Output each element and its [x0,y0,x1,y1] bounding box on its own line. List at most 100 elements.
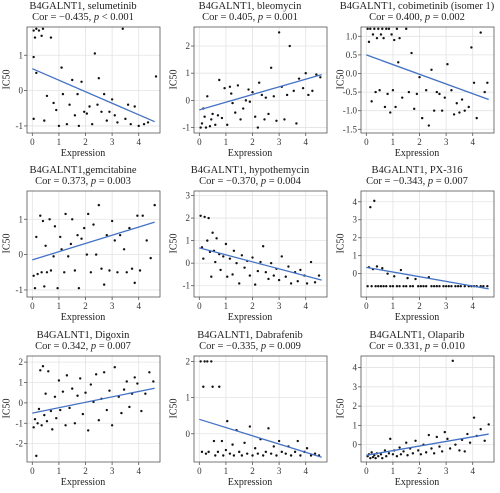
x-axis-label: Expression [60,148,106,159]
data-point [370,451,373,454]
x-tick-label: 1 [224,466,229,476]
plot-background [361,191,494,297]
data-point [141,214,144,217]
data-point [219,268,222,272]
data-point [200,122,204,125]
data-point [369,456,372,460]
data-point [73,269,77,272]
y-tick-label: 2 [186,356,191,366]
data-point [387,452,391,455]
correlation-stat-prefix: Cor = 0.331, [369,341,425,352]
data-point [92,223,95,226]
data-point [438,92,441,96]
data-point [385,455,388,458]
data-point [466,432,469,436]
data-point [57,124,61,128]
data-point [472,81,476,84]
scatter-plot-area: 0 1 2 3 4 -1 0 1 2 3 [183,191,328,311]
data-point [71,78,74,82]
data-point [231,273,234,276]
y-tick-label: 2 [186,41,191,51]
x-tick-label: 1 [391,301,396,311]
data-point [438,445,441,448]
data-point [102,283,106,286]
data-point [96,103,99,106]
data-point [59,408,62,412]
data-point [216,114,220,117]
data-point [37,29,41,32]
y-tick-label: 4 [353,197,358,207]
data-point [204,126,208,129]
data-point [41,27,45,30]
data-point [269,261,273,265]
y-tick-label: -1 [16,418,24,428]
y-tick-label: 1 [19,214,24,224]
data-point [68,406,71,410]
data-point [45,271,49,274]
x-tick-label: 2 [417,137,422,147]
y-tick-label: 0 [353,269,358,279]
data-point [414,277,417,281]
regression-line [32,68,155,123]
data-point [275,119,278,122]
data-point [386,272,389,275]
data-point [130,267,134,270]
data-point [319,76,322,79]
data-point [76,233,79,237]
data-point [102,371,106,374]
data-point [230,92,233,95]
data-point [43,285,46,288]
data-point [33,286,37,290]
y-axis-label: IC50 [168,233,180,254]
y-tick-label: 1 [186,393,191,403]
data-point [264,96,268,99]
data-point [148,371,151,374]
data-point [399,453,403,456]
correlation-stat-suffix: = 0.010 [430,341,465,352]
data-point [97,77,101,80]
data-point [40,424,43,427]
x-tick-label: 3 [110,301,115,311]
panel-title: B4GALNT1, hypothemycin [190,165,310,176]
scatter-panel: B4GALNT1, selumetinib Cor = −0.435, p < 0… [0,0,166,164]
correlation-stat-suffix: = 0.003 [96,176,131,187]
data-point [202,257,205,260]
data-point [228,85,232,88]
data-point [63,271,66,274]
y-tick-label: 2 [19,357,24,367]
data-point [243,266,246,269]
data-point [383,105,387,109]
data-point [402,450,405,453]
data-point [374,456,377,460]
data-point [206,95,209,98]
data-point [76,92,79,96]
data-point [458,449,461,452]
correlation-stat: Cor = 0.400, p = 0.002 [334,12,500,23]
correlation-stat: Cor = −0.435, p < 0.001 [0,12,166,23]
data-point [60,248,63,251]
data-point [240,454,244,457]
data-point [264,450,268,454]
data-point [375,36,379,40]
data-point [256,126,260,129]
data-point [142,122,146,126]
data-point [454,285,457,288]
y-axis-label: IC50 [335,233,347,254]
regression-line [366,266,489,290]
regression-line [366,54,489,101]
x-tick-label: 3 [110,466,115,476]
data-point [307,93,310,97]
data-point [269,66,273,69]
plot-background [194,356,327,462]
data-point [120,411,123,415]
data-point [232,249,236,252]
data-point [411,452,415,455]
data-point [203,360,206,363]
x-axis-label: Expression [60,477,106,488]
correlation-stat-p: p [90,176,97,187]
data-point [272,95,275,98]
data-point [313,281,317,284]
data-point [77,286,81,290]
data-point [309,260,313,264]
